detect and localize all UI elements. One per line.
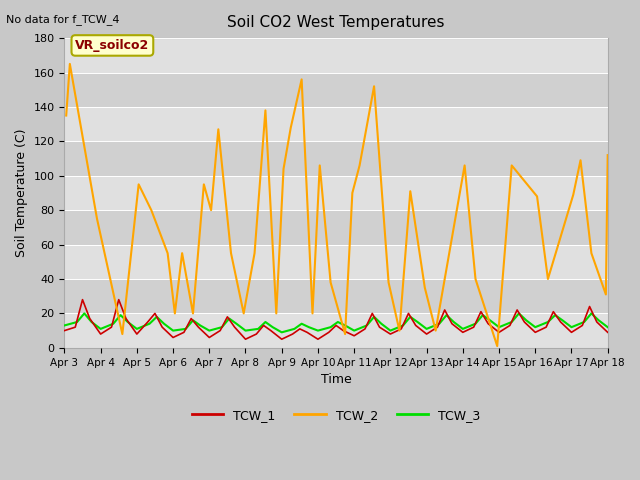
Bar xyxy=(65,38,608,72)
X-axis label: Time: Time xyxy=(321,373,351,386)
Bar xyxy=(65,210,608,245)
Text: VR_soilco2: VR_soilco2 xyxy=(76,39,150,52)
Legend: TCW_1, TCW_2, TCW_3: TCW_1, TCW_2, TCW_3 xyxy=(187,404,485,427)
Bar xyxy=(65,141,608,176)
Bar xyxy=(65,279,608,313)
Bar xyxy=(65,72,608,107)
Bar xyxy=(65,245,608,279)
Bar xyxy=(65,107,608,141)
Bar xyxy=(65,176,608,210)
Title: Soil CO2 West Temperatures: Soil CO2 West Temperatures xyxy=(227,15,445,30)
Text: No data for f_TCW_4: No data for f_TCW_4 xyxy=(6,14,120,25)
Bar xyxy=(65,313,608,348)
Y-axis label: Soil Temperature (C): Soil Temperature (C) xyxy=(15,129,28,257)
